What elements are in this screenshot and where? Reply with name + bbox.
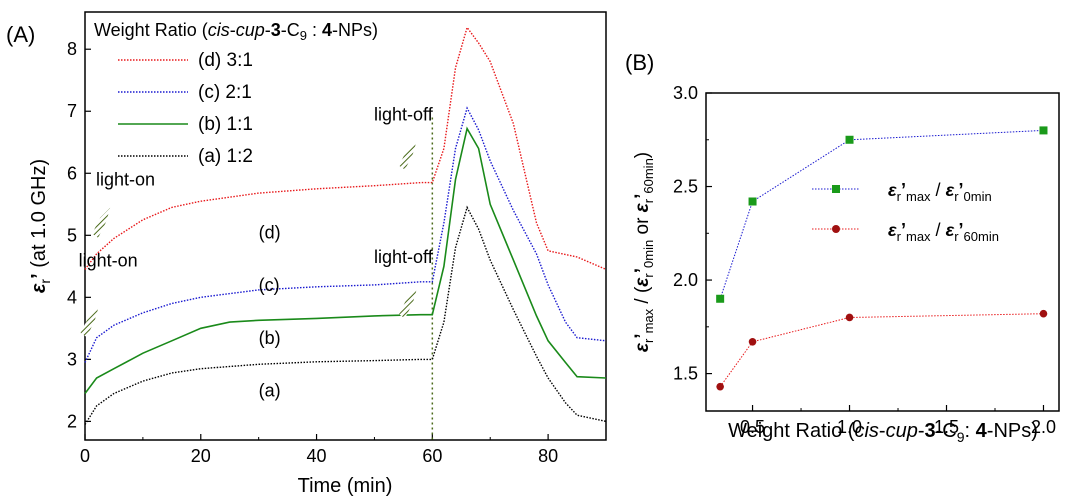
panel-b-point-circle <box>1039 309 1048 318</box>
panel-b-ytick-label: 2.5 <box>673 177 698 197</box>
panel-a-xlabel: Time (min) <box>298 475 393 497</box>
panel-b-xtick-label: 1.5 <box>934 417 959 437</box>
legend-a-label: (b) 1:1 <box>198 114 253 135</box>
panel-b-series-line-0 <box>719 129 1044 299</box>
light-arrow-icon <box>398 288 417 319</box>
panel-a-ylabel: εr’ (at 1.0 GHz) <box>28 159 53 293</box>
panel-a-ytick-label: 8 <box>67 39 77 59</box>
legend-b-label-1: εr’max / εr’0min <box>888 180 992 204</box>
panel-b-label: (B) <box>625 50 654 75</box>
panel-b-ytick-label: 1.5 <box>673 364 698 384</box>
panel-b-point-circle <box>716 382 724 391</box>
panel-b-xtick-label: 2.0 <box>1031 417 1056 437</box>
panel-b-point-circle <box>748 337 757 346</box>
light-arrow-icon <box>92 207 111 238</box>
curve-label: (a) <box>259 381 281 401</box>
curve-label: (d) <box>259 222 281 242</box>
panel-b-point-square <box>845 135 854 144</box>
legend-a-label: (c) 2:1 <box>198 82 252 103</box>
light-annotation: light-on <box>96 170 155 190</box>
panel-b-ytick-label: 2.0 <box>673 270 698 290</box>
panel-b-ytick-label: 3.0 <box>673 83 698 103</box>
legend-b-marker-2 <box>832 225 840 233</box>
panel-b-xlabel: Weight Ratio (cis-cup-3-C9: 4-NPs) <box>728 420 1038 445</box>
panel-b-point-square <box>1039 126 1048 135</box>
panel-b-ticks: 0.5 1.0 1.5 2.0 1.5 2.0 2.5 3.0 <box>673 83 1056 437</box>
panel-b-xtick-label: 1.0 <box>837 417 862 437</box>
panel-a-xtick-label: 20 <box>191 446 211 466</box>
panel-b-series <box>716 126 1048 391</box>
legend-a-label: (a) 1:2 <box>198 146 253 167</box>
panel-b-point-circle <box>845 313 854 322</box>
panel-b-frame <box>705 92 1060 412</box>
legend-a-label: (d) 3:1 <box>198 50 253 71</box>
curve-label: (b) <box>259 328 281 348</box>
panel-b-legend: εr’max / εr’0min εr’max / εr’60min <box>812 180 999 244</box>
panel-a-legend: Weight Ratio (cis-cup-3-C9 : 4-NPs) (d) … <box>94 20 378 167</box>
panel-b: (B) 0.5 1.0 1.5 2.0 1.5 2.0 2.5 3.0 εr’max / εr… <box>625 50 1060 445</box>
panel-a-xtick-label: 40 <box>307 446 327 466</box>
panel-b-point-square <box>748 197 757 206</box>
light-annotation: light-off <box>374 247 434 267</box>
legend-b-marker-1 <box>832 185 840 193</box>
panel-a-curve-labels: (d) (c) (b) (a) <box>259 222 281 400</box>
panel-a-xtick-label: 60 <box>422 446 442 466</box>
panel-a-xtick-label: 80 <box>538 446 558 466</box>
legend-title: Weight Ratio (cis-cup-3-C9 : 4-NPs) <box>94 20 378 43</box>
panel-a-series <box>84 25 607 425</box>
panel-a-frame <box>84 11 607 441</box>
panel-b-xtick-label: 0.5 <box>740 417 765 437</box>
panel-a-ytick-label: 4 <box>67 287 77 307</box>
panel-b-series-line-1 <box>719 313 1044 387</box>
light-annotation: light-on <box>79 250 138 270</box>
series-line-3 <box>84 205 607 425</box>
panel-a-ytick-label: 6 <box>67 163 77 183</box>
panel-a-ytick-label: 7 <box>67 101 77 121</box>
series-line-1 <box>84 106 607 363</box>
panel-a-ytick-label: 3 <box>67 349 77 369</box>
light-annotation: light-off <box>374 105 434 125</box>
panel-a-ticks: 0 20 40 60 80 2 3 4 5 6 7 8 <box>67 39 558 466</box>
panel-a-label: (A) <box>6 22 35 47</box>
panel-a-annotations: light-on light-on light-off light-off <box>79 105 434 271</box>
legend-b-label-2: εr’max / εr’60min <box>888 220 999 244</box>
curve-label: (c) <box>259 275 280 295</box>
light-arrow-icon <box>398 139 417 170</box>
panel-a-xtick-label: 0 <box>80 446 90 466</box>
panel-b-ylabel: εr’max / (εr’0min or εr’60min) <box>632 152 656 352</box>
series-line-2 <box>84 126 607 394</box>
light-arrow-icon <box>80 307 99 338</box>
light-arrows <box>80 139 417 338</box>
panel-b-point-square <box>716 294 725 303</box>
panel-a-ytick-label: 5 <box>67 225 77 245</box>
panel-a-ytick-label: 2 <box>67 411 77 431</box>
series-line-0 <box>84 25 607 271</box>
panel-a: (A) 0 20 40 60 80 2 3 4 5 6 7 8 (d) (c) (b) (a) light-… <box>6 11 607 497</box>
